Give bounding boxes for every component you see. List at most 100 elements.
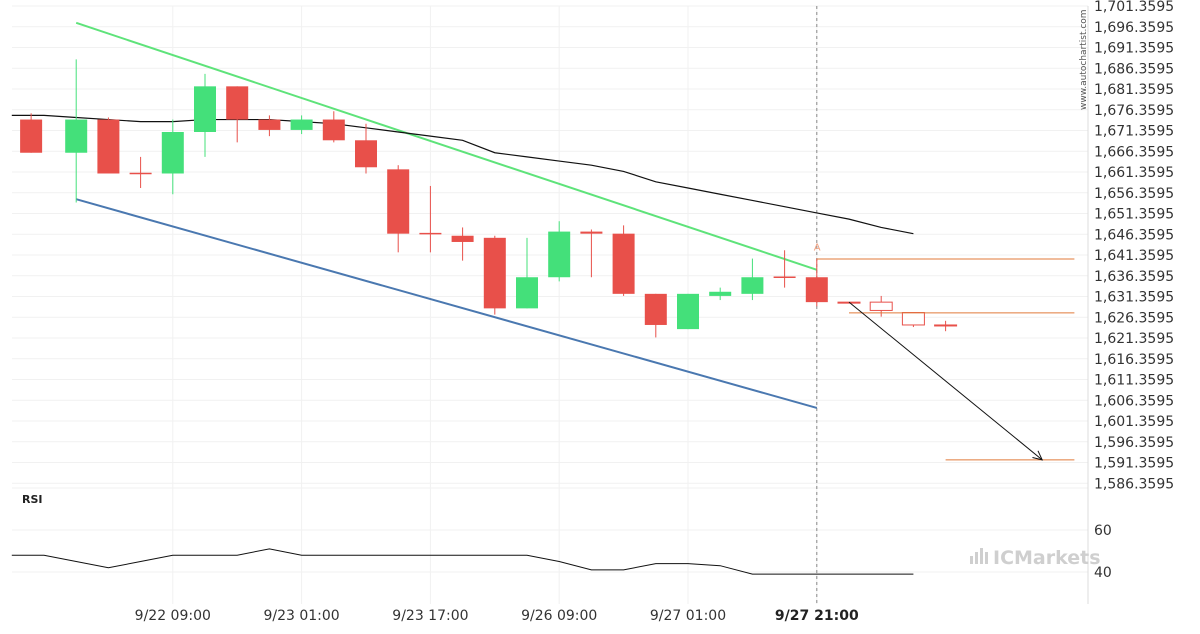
y-tick-label: 1,671.3595 [1094,124,1174,140]
y-tick-label: 1,606.3595 [1094,393,1174,409]
candle-body [97,119,120,174]
x-tick-label: 9/23 17:00 [392,608,468,624]
candle-body [322,119,345,141]
candle-body [644,293,667,325]
plot-background [12,6,1088,604]
rsi-line [11,548,914,575]
x-tick-label: 9/27 21:00 [775,608,859,624]
y-tick-label: 1,616.3595 [1094,352,1174,368]
moving-average-layer [11,114,914,235]
brand-bar [975,552,978,564]
candle-body [194,86,216,132]
candle-body [869,301,893,311]
watermark-text: www.autochartist.com [1079,9,1089,110]
x-tick-label: 9/23 01:00 [263,608,339,624]
candle [419,185,442,253]
channel-layer [75,21,818,409]
forecast-arrow-line [848,301,1043,461]
candle [194,73,216,157]
y-tick-label: 1,686.3595 [1094,61,1174,77]
candle [129,156,152,189]
candle [97,117,120,174]
candle-body [741,277,764,294]
candle [805,258,828,307]
y-tick-label: 1,681.3595 [1094,82,1174,98]
candle [548,221,571,282]
rsi-panel-title: RSI [22,493,43,506]
forecast-arrow-head [1032,450,1044,461]
candle [258,115,281,137]
brand-bars-icon [970,548,988,564]
candle-body [258,119,281,130]
candles-layer [20,59,958,338]
candle [773,250,796,288]
candle-body [934,324,958,327]
candle-body [161,131,184,174]
candle [451,227,474,261]
candle-body [387,169,410,234]
candle [934,320,958,332]
breakout-marker-label: A [814,242,821,253]
candle-body [20,119,43,153]
x-tick-label: 9/22 09:00 [135,608,211,624]
y-tick-label: 1,591.3595 [1094,456,1174,472]
y-tick-label: 1,691.3595 [1094,41,1174,57]
y-tick-label: 1,596.3595 [1094,435,1174,451]
candle [290,115,313,135]
candle-body [451,235,474,242]
candle [161,119,184,195]
y-tick-label: 1,636.3595 [1094,269,1174,285]
moving-average-line [11,114,914,235]
candle-body [65,119,88,153]
candle [65,59,88,203]
candle [612,225,635,296]
candle [226,86,249,143]
brand-bar [980,548,983,564]
rsi-tick-label: 40 [1094,565,1112,581]
candle [580,229,603,278]
candle [387,165,410,253]
candle-body [516,277,538,309]
y-tick-label: 1,641.3595 [1094,248,1174,264]
brand-bar [970,556,973,564]
candle-body [548,231,571,278]
candle [644,293,667,338]
candle-body [580,231,603,234]
brand-logo: ICMarkets [970,547,1101,569]
y-tick-label: 1,661.3595 [1094,165,1174,181]
candle [901,312,925,328]
x-tick-label: 9/27 01:00 [650,608,726,624]
candle [322,111,345,143]
y-tick-label: 1,701.3595 [1094,0,1174,15]
levels-layer [816,258,1075,461]
candle [20,113,43,153]
y-tick-label: 1,696.3595 [1094,20,1174,36]
y-tick-label: 1,611.3595 [1094,373,1174,389]
candle-body [612,233,635,294]
candle-body [290,119,313,130]
candle-body [677,293,699,330]
y-tick-label: 1,586.3595 [1094,476,1174,492]
y-tick-label: 1,626.3595 [1094,310,1174,326]
overlays-layer: A [814,242,1044,461]
x-tick-label: 9/26 09:00 [521,608,597,624]
brand-text: ICMarkets [993,547,1101,569]
candle-body [805,277,828,303]
candle-body [483,237,506,309]
y-tick-label: 1,646.3595 [1094,227,1174,243]
candle-body [226,86,249,120]
y-tick-label: 1,631.3595 [1094,290,1174,306]
candle [741,258,764,301]
y-tick-label: 1,651.3595 [1094,207,1174,223]
y-tick-label: 1,676.3595 [1094,103,1174,119]
candle [516,237,538,309]
candle [709,287,732,301]
candle [483,235,506,315]
y-tick-label: 1,656.3595 [1094,186,1174,202]
y-tick-label: 1,666.3595 [1094,144,1174,160]
y-tick-label: 1,601.3595 [1094,414,1174,430]
candle [355,123,377,174]
brand-bar [985,552,988,564]
candle-body [355,140,377,168]
